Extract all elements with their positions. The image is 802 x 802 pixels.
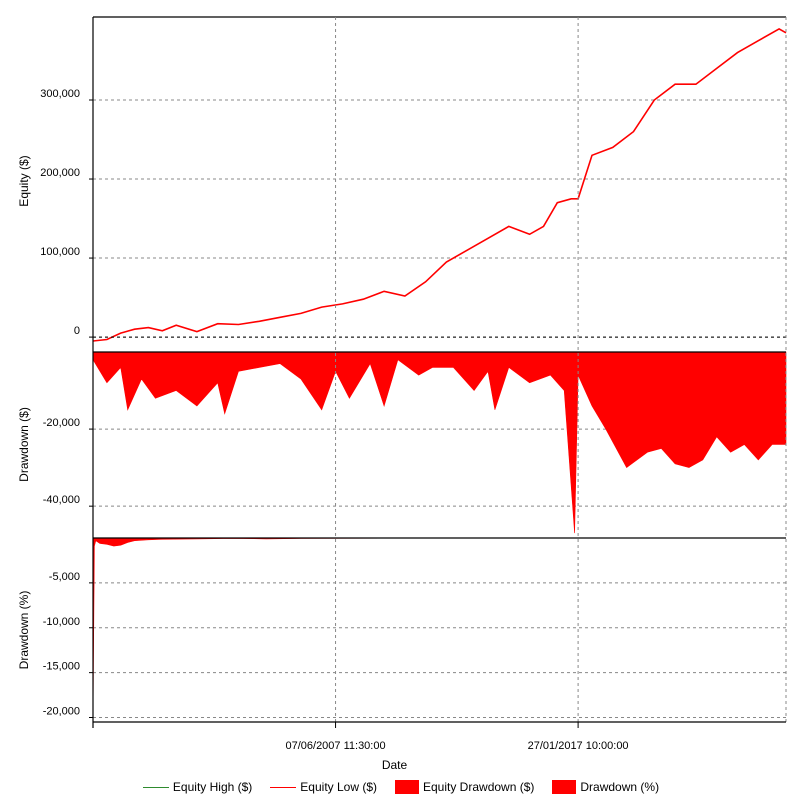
y-tick-label: 100,000 (40, 246, 80, 258)
legend-item-equity-drawdown: Equity Drawdown ($) (395, 780, 534, 794)
legend-swatch-equity-drawdown (395, 780, 419, 794)
y-tick-label: 0 (74, 325, 80, 337)
series-line-equity-low (92, 27, 787, 342)
y-tick-label: -15,000 (43, 661, 80, 673)
y-axis-title: Equity ($) (17, 155, 31, 206)
x-tick-label: 27/01/2017 10:00:00 (528, 740, 629, 752)
legend-swatch-equity-low (270, 786, 297, 788)
y-tick-label: -40,000 (43, 494, 80, 506)
legend-item-drawdown-pct: Drawdown (%) (552, 780, 659, 794)
legend-item-equity-low: Equity Low ($) (270, 780, 377, 794)
x-axis-title: Date (382, 758, 408, 770)
legend-item-equity-high: Equity High ($) (142, 780, 253, 794)
legend-swatch-equity-high (142, 786, 169, 788)
y-axis-title: Drawdown ($) (17, 407, 31, 482)
y-tick-label: -5,000 (49, 571, 80, 583)
y-tick-label: 200,000 (40, 167, 80, 179)
y-tick-label: -10,000 (43, 616, 80, 628)
y-axis-title: Drawdown (%) (17, 591, 31, 670)
series-area-drawdown-pct (92, 537, 787, 723)
legend-swatch-drawdown-pct (552, 780, 577, 794)
legend-label-drawdown-pct: Drawdown (%) (580, 780, 660, 794)
legend: Equity High ($) Equity Low ($) Equity Dr… (0, 776, 802, 798)
series-area-equity-drawdown (92, 351, 787, 534)
y-tick-label: -20,000 (43, 706, 80, 718)
legend-label-equity-high: Equity High ($) (172, 780, 253, 794)
y-tick-label: -20,000 (43, 417, 80, 429)
y-tick-label: 300,000 (40, 88, 80, 100)
legend-label-equity-drawdown: Equity Drawdown ($) (423, 780, 535, 794)
x-tick-label: 07/06/2007 11:30:00 (285, 740, 385, 752)
chart: 0 100,000 200,000 300,000 Equity ($) -20,000 -… (17, 16, 787, 770)
legend-label-equity-low: Equity Low ($) (300, 780, 377, 794)
